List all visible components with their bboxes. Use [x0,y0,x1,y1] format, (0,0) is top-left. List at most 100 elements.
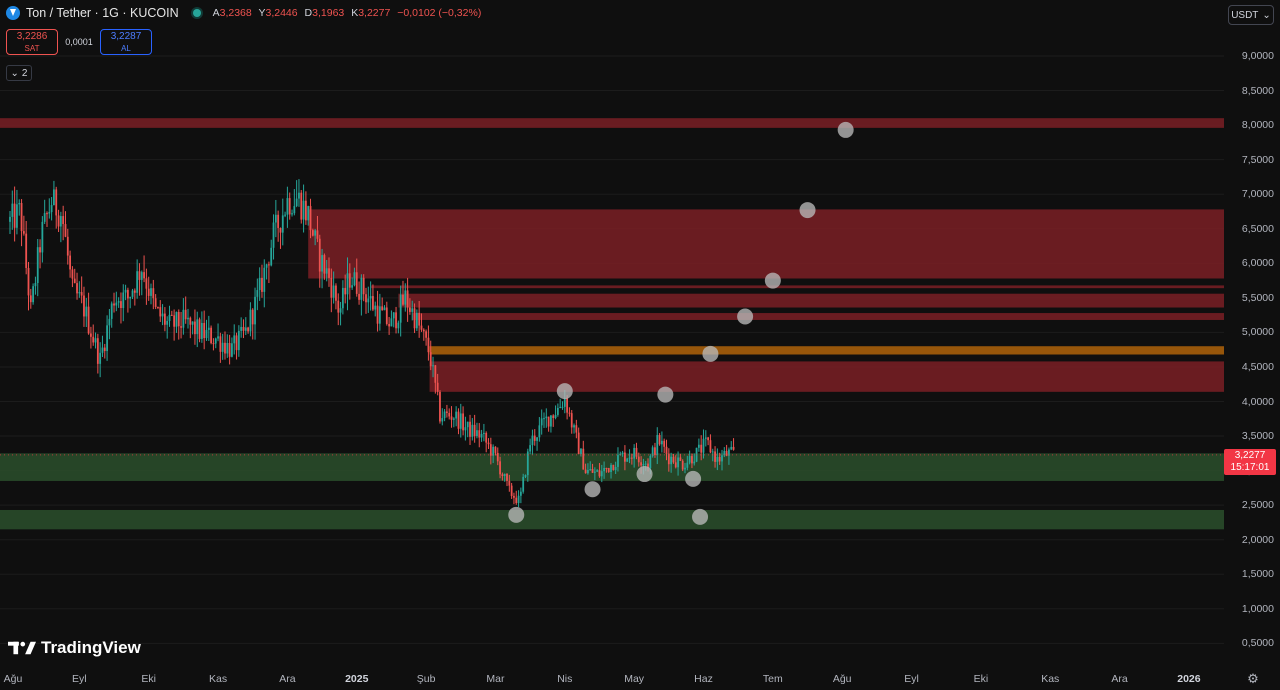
candle-body-244 [573,425,575,428]
candle-body-236 [554,414,557,419]
candle-body-71 [173,315,176,327]
symbol-title[interactable]: Ton / Tether · 1G · KUCOIN [26,6,179,20]
candle-body-231 [543,418,545,420]
x-tick-label: Ağu [3,673,23,685]
candle-body-249 [584,469,587,474]
candle-body-176 [415,312,418,329]
candle-body-304 [711,451,714,453]
marker-circle-4 [657,386,674,403]
candle-body-40 [101,347,104,353]
candle-body-247 [580,448,582,454]
candle-body-30 [78,292,81,294]
price-chart[interactable] [0,0,1224,668]
candle-body-271 [635,447,638,457]
candle-body-63 [154,298,157,307]
candle-body-62 [152,288,155,299]
time-axis[interactable]: Ağu Eyl Eki Kas Ara 2025 Şub Mar Nis May Haz Tem Ağu… [0,668,1224,690]
tradingview-logo[interactable]: TradingView [8,638,141,658]
zone-resistance-0 [0,118,1224,128]
candle-body-284 [665,446,668,454]
candle-body-49 [122,292,125,308]
candle-body-182 [429,352,432,367]
candle-body-225 [529,445,532,452]
candle-body-173 [409,307,411,312]
candle-body-111 [265,264,268,268]
candle-body-218 [513,495,515,498]
candle-body-174 [411,308,414,312]
candle-body-112 [268,264,270,266]
y-tick-label: 5,0000 [1241,326,1274,339]
candle-body-46 [115,302,118,306]
candle-body-138 [328,268,330,278]
sell-button[interactable]: 3,2286 SAT [6,29,58,55]
chart-canvas[interactable] [0,0,1224,668]
candle-body-300 [702,438,705,453]
candle-body-89 [214,338,217,344]
y-tick-label: 7,5000 [1241,153,1274,166]
candle-body-178 [420,325,423,330]
x-tick-label: Ağu [832,673,852,685]
candle-body-120 [286,198,289,215]
candle-body-81 [196,319,199,335]
gear-icon[interactable]: ⚙ [1247,671,1259,686]
candle-body-256 [600,471,603,477]
candle-body-208 [489,444,492,456]
chevron-down-icon: ⌄ [10,67,19,79]
candle-body-160 [378,306,381,324]
candle-body-307 [718,457,721,462]
buy-button[interactable]: 3,2287 AL [100,29,152,55]
candle-body-268 [628,457,631,459]
candle-body-205 [482,432,485,434]
high-value: 3,2446 [265,7,298,19]
candle-body-151 [358,293,360,300]
x-tick-label: Kas [1041,673,1060,685]
x-tick-label: Ara [1111,673,1128,685]
candle-body-200 [471,424,474,437]
candle-body-228 [536,437,538,441]
candle-body-155 [367,298,370,303]
candle-body-19 [53,189,55,206]
zone-resistance-6 [429,361,1224,392]
candle-body-58 [143,272,145,279]
candle-body-42 [106,325,108,352]
candle-body-224 [526,451,529,476]
currency-button[interactable]: USDT ⌄ [1228,5,1274,25]
candle-body-209 [492,446,495,456]
candle-body-85 [205,329,208,339]
candle-body-207 [487,442,490,445]
candle-body-226 [531,435,534,446]
candle-body-149 [353,272,356,286]
candle-body-272 [637,456,640,463]
candle-body-285 [667,453,670,465]
candle-body-215 [506,473,508,481]
candle-body-26 [69,255,72,270]
candle-body-308 [721,455,723,462]
candle-body-122 [291,213,293,215]
candle-body-276 [647,463,649,469]
tradingview-logo-icon [8,641,36,655]
indicators-toggle[interactable]: ⌄ 2 [6,65,32,81]
candle-body-222 [522,476,525,492]
candle-body-279 [654,447,656,455]
brand-name: TradingView [41,638,141,657]
candle-body-23 [62,216,65,225]
candle-body-169 [399,294,402,323]
candle-body-193 [455,411,458,419]
candle-body-136 [323,255,326,274]
price-axis[interactable]: 9,0000 8,5000 8,0000 7,5000 7,0000 6,5000 6,00… [1224,0,1280,668]
candle-body-177 [418,312,421,326]
candle-body-0 [9,216,11,222]
candle-body-45 [113,303,115,306]
candle-body-90 [217,336,219,339]
zone-resistance-2 [370,285,1224,289]
candle-body-142 [337,300,340,313]
candle-body-180 [425,331,427,338]
candle-body-130 [309,206,312,231]
candle-body-237 [556,407,559,415]
y-tick-label: 9,0000 [1241,50,1274,62]
candle-body-28 [73,278,76,284]
zone-resistance-1 [308,209,1224,279]
candle-body-44 [110,303,113,319]
candle-body-259 [607,468,610,472]
y-tick-label: 7,0000 [1241,188,1274,201]
